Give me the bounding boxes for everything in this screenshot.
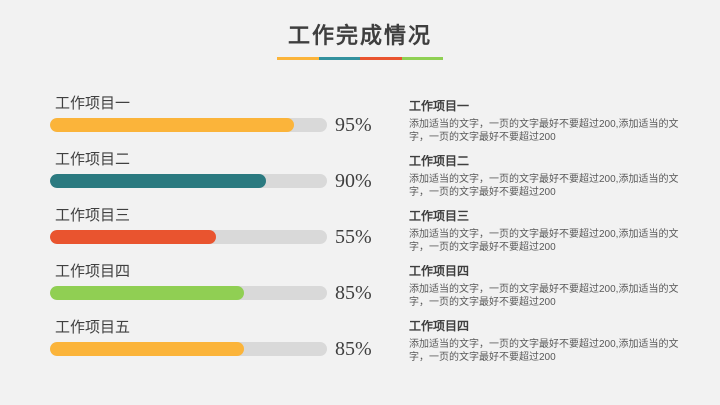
bar-track bbox=[50, 230, 327, 244]
bar-value: 85% bbox=[335, 282, 372, 304]
description-body: 添加适当的文字，一页的文字最好不要超过200,添加适当的文字，一页的文字最好不要… bbox=[409, 229, 679, 253]
bar-track bbox=[50, 286, 327, 300]
bar-line: 95% bbox=[50, 114, 385, 136]
bar-track bbox=[50, 174, 327, 188]
description-title: 工作项目四 bbox=[409, 320, 470, 333]
bar-value: 85% bbox=[335, 338, 372, 360]
description-item: 工作项目二 添加适当的文字，一页的文字最好不要超过200,添加适当的文字，一页的… bbox=[409, 155, 695, 210]
description-body: 添加适当的文字，一页的文字最好不要超过200,添加适当的文字，一页的文字最好不要… bbox=[409, 284, 679, 308]
description-list: 工作项目一 添加适当的文字，一页的文字最好不要超过200,添加适当的文字，一页的… bbox=[409, 100, 695, 375]
bar-track bbox=[50, 118, 327, 132]
bar-fill bbox=[50, 118, 294, 132]
bar-line: 55% bbox=[50, 226, 385, 248]
bar-fill bbox=[50, 286, 244, 300]
description-title: 工作项目一 bbox=[409, 100, 470, 113]
bar-label: 工作项目一 bbox=[55, 95, 131, 112]
bar-label: 工作项目三 bbox=[55, 207, 131, 224]
bar-line: 90% bbox=[50, 170, 385, 192]
bar-row: 工作项目二 90% bbox=[50, 152, 385, 208]
bar-row: 工作项目四 85% bbox=[50, 264, 385, 320]
underline-segment bbox=[277, 57, 319, 60]
bar-value: 55% bbox=[335, 226, 372, 248]
underline-segment bbox=[360, 57, 402, 60]
bar-row: 工作项目一 95% bbox=[50, 96, 385, 152]
bar-fill bbox=[50, 342, 244, 356]
description-title: 工作项目三 bbox=[409, 210, 470, 223]
underline-segment bbox=[318, 57, 360, 60]
description-body: 添加适当的文字，一页的文字最好不要超过200,添加适当的文字，一页的文字最好不要… bbox=[409, 174, 679, 198]
bar-line: 85% bbox=[50, 338, 385, 360]
slide-header: 工作完成情况 bbox=[0, 18, 720, 60]
bar-fill bbox=[50, 174, 267, 188]
bar-fill bbox=[50, 230, 217, 244]
title-underline bbox=[277, 57, 443, 60]
bar-track bbox=[50, 342, 327, 356]
page-title: 工作完成情况 bbox=[287, 23, 432, 48]
bar-line: 85% bbox=[50, 282, 385, 304]
bar-label: 工作项目四 bbox=[55, 263, 131, 280]
bar-value: 90% bbox=[335, 170, 372, 192]
bar-value: 95% bbox=[335, 114, 372, 136]
description-body: 添加适当的文字，一页的文字最好不要超过200,添加适当的文字，一页的文字最好不要… bbox=[409, 339, 679, 363]
description-item: 工作项目一 添加适当的文字，一页的文字最好不要超过200,添加适当的文字，一页的… bbox=[409, 100, 695, 155]
description-item: 工作项目三 添加适当的文字，一页的文字最好不要超过200,添加适当的文字，一页的… bbox=[409, 210, 695, 265]
bar-row: 工作项目五 85% bbox=[50, 320, 385, 376]
bar-label: 工作项目二 bbox=[55, 151, 131, 168]
bar-chart: 工作项目一 95% 工作项目二 90% 工作项目三 bbox=[50, 96, 385, 376]
description-body: 添加适当的文字，一页的文字最好不要超过200,添加适当的文字，一页的文字最好不要… bbox=[409, 119, 679, 143]
bar-label: 工作项目五 bbox=[55, 319, 131, 336]
bar-row: 工作项目三 55% bbox=[50, 208, 385, 264]
description-item: 工作项目四 添加适当的文字，一页的文字最好不要超过200,添加适当的文字，一页的… bbox=[409, 265, 695, 320]
underline-segment bbox=[401, 57, 443, 60]
description-title: 工作项目四 bbox=[409, 265, 470, 278]
description-title: 工作项目二 bbox=[409, 155, 470, 168]
description-item: 工作项目四 添加适当的文字，一页的文字最好不要超过200,添加适当的文字，一页的… bbox=[409, 320, 695, 375]
